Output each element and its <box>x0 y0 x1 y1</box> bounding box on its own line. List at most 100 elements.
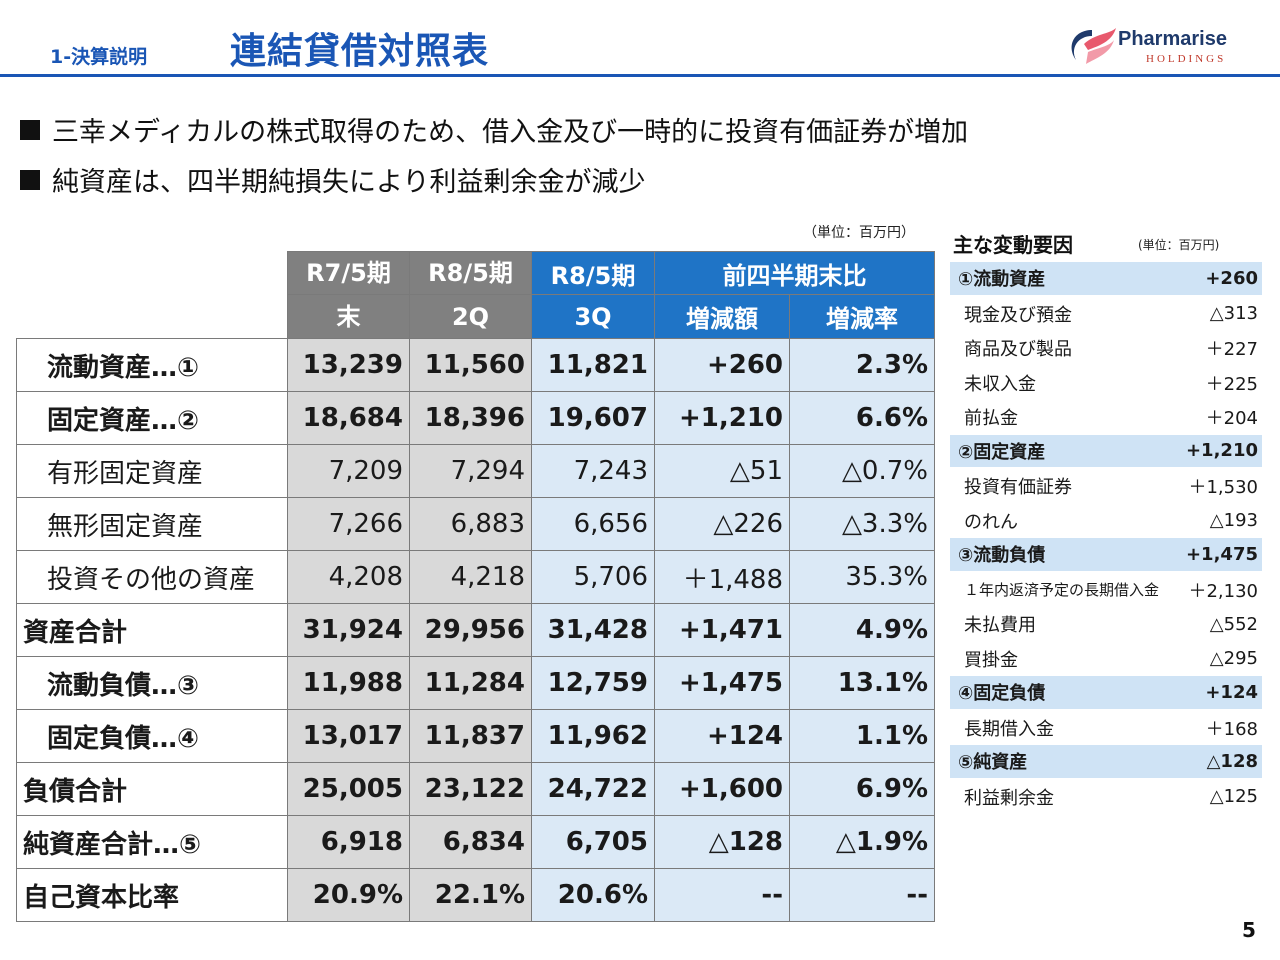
table-unit: （単位：百万円） <box>803 225 915 241</box>
value-r7: 13,017 <box>287 709 410 763</box>
logo-wordmark: Pharmarise <box>1118 28 1227 50</box>
factor-name: 商品及び製品 <box>964 339 1072 361</box>
factor-name: 投資有価証券 <box>964 477 1072 499</box>
value-change: +1,210 <box>654 391 790 445</box>
value-r8-3q: 24,722 <box>531 762 655 816</box>
header-change: 増減額 <box>654 294 790 339</box>
value-r8-3q: 31,428 <box>531 603 655 657</box>
factor-name: 前払金 <box>964 408 1018 430</box>
table-row: 無形固定資産 7,266 6,883 6,656 △226 △3.3% <box>16 497 935 551</box>
factor-item: 長期借入金 ＋168 <box>950 711 1262 746</box>
factor-name: ①流動資産 <box>958 269 1046 291</box>
table-row: 投資その他の資産 4,208 4,218 5,706 ＋1,488 35.3% <box>16 550 935 604</box>
factor-value: △313 <box>1209 303 1258 325</box>
header-r8-2q-line2: 2Q <box>409 294 532 339</box>
value-r8-3q: 12,759 <box>531 656 655 710</box>
factor-value: ＋204 <box>1205 408 1258 430</box>
row-label: 資産合計 <box>16 603 288 657</box>
factor-value: △128 <box>1206 750 1258 772</box>
factor-value: ＋227 <box>1205 339 1258 361</box>
value-change: +1,471 <box>654 603 790 657</box>
row-label: 無形固定資産 <box>16 497 288 551</box>
header-r7-line2: 末 <box>287 294 410 339</box>
page-number: 5 <box>1242 918 1256 942</box>
header-r8-3q-line2: 3Q <box>531 294 655 339</box>
table-row: 流動資産…① 13,239 11,560 11,821 +260 2.3% <box>16 338 935 392</box>
header-blank <box>17 252 288 339</box>
value-r7: 7,209 <box>287 444 410 498</box>
factor-value: △552 <box>1209 613 1258 635</box>
row-label: 負債合計 <box>16 762 288 816</box>
factor-name: ②固定資産 <box>958 441 1046 463</box>
value-rate: 6.6% <box>789 391 935 445</box>
value-r7: 4,208 <box>287 550 410 604</box>
factor-category: ②固定資産 +1,210 <box>950 434 1262 469</box>
row-label: 自己資本比率 <box>16 868 288 922</box>
value-r8-2q: 6,883 <box>409 497 532 551</box>
value-rate: 4.9% <box>789 603 935 657</box>
factor-category: ①流動資産 +260 <box>950 262 1262 297</box>
factor-name: １年内返済予定の長期借入金 <box>964 581 1160 600</box>
value-r8-3q: 6,656 <box>531 497 655 551</box>
factor-category: ④固定負債 +124 <box>950 676 1262 711</box>
factor-item: １年内返済予定の長期借入金 ＋2,130 <box>950 573 1262 608</box>
value-r8-2q: 6,834 <box>409 815 532 869</box>
factor-value: △193 <box>1209 510 1258 532</box>
value-rate: △1.9% <box>789 815 935 869</box>
header-r7-line1: R7/5期 <box>287 251 410 295</box>
value-r8-2q: 4,218 <box>409 550 532 604</box>
value-r8-3q: 11,821 <box>531 338 655 392</box>
factor-item: 前払金 ＋204 <box>950 400 1262 435</box>
value-change: △128 <box>654 815 790 869</box>
side-panel-unit: (単位：百万円) <box>1138 238 1220 252</box>
row-label: 流動資産…① <box>16 338 288 392</box>
table-row: 固定負債…④ 13,017 11,837 11,962 +124 1.1% <box>16 709 935 763</box>
value-change: △51 <box>654 444 790 498</box>
table-row: 自己資本比率 20.9% 22.1% 20.6% -- -- <box>16 868 935 922</box>
logo-mark-icon <box>1071 28 1116 64</box>
value-rate: 1.1% <box>789 709 935 763</box>
page-title: 連結貸借対照表 <box>230 31 490 72</box>
square-bullet-icon <box>20 169 40 190</box>
header-rate: 増減率 <box>789 294 935 339</box>
factor-item: のれん △193 <box>950 504 1262 539</box>
factor-name: 未収入金 <box>964 373 1036 395</box>
factor-category: ⑤純資産 △128 <box>950 745 1262 780</box>
company-logo: Pharmarise HOLDINGS <box>1062 24 1262 68</box>
factor-value: ＋2,130 <box>1188 580 1258 602</box>
value-r8-2q: 18,396 <box>409 391 532 445</box>
factor-name: 未払費用 <box>964 615 1036 637</box>
table-row: 有形固定資産 7,209 7,294 7,243 △51 △0.7% <box>16 444 935 498</box>
value-rate: △0.7% <box>789 444 935 498</box>
factor-value: ＋1,530 <box>1188 477 1258 499</box>
factor-item: 未払費用 △552 <box>950 607 1262 642</box>
value-r8-2q: 7,294 <box>409 444 532 498</box>
factor-name: 現金及び預金 <box>964 304 1072 326</box>
value-r8-2q: 11,284 <box>409 656 532 710</box>
factor-name: 長期借入金 <box>964 718 1054 740</box>
value-rate: 6.9% <box>789 762 935 816</box>
title-divider <box>0 74 1280 77</box>
value-r8-3q: 7,243 <box>531 444 655 498</box>
table-row: 負債合計 25,005 23,122 24,722 +1,600 6.9% <box>16 762 935 816</box>
table-row: 純資産合計…⑤ 6,918 6,834 6,705 △128 △1.9% <box>16 815 935 869</box>
factor-value: +124 <box>1205 681 1258 703</box>
factor-value: +1,475 <box>1185 543 1258 565</box>
factor-value: △295 <box>1209 648 1258 670</box>
value-change: △226 <box>654 497 790 551</box>
value-r7: 6,918 <box>287 815 410 869</box>
value-rate: 35.3% <box>789 550 935 604</box>
factor-value: ＋168 <box>1205 718 1258 740</box>
factor-name: ④固定負債 <box>958 683 1046 705</box>
value-r7: 20.9% <box>287 868 410 922</box>
row-label: 流動負債…③ <box>16 656 288 710</box>
factor-item: 投資有価証券 ＋1,530 <box>950 469 1262 504</box>
factor-item: 商品及び製品 ＋227 <box>950 331 1262 366</box>
factor-name: 買掛金 <box>964 649 1018 671</box>
row-label: 固定負債…④ <box>16 709 288 763</box>
row-label: 純資産合計…⑤ <box>16 815 288 869</box>
header-compare: 前四半期末比 <box>654 251 935 295</box>
value-change: +1,600 <box>654 762 790 816</box>
factor-value: ＋225 <box>1205 373 1258 395</box>
value-change: +1,475 <box>654 656 790 710</box>
